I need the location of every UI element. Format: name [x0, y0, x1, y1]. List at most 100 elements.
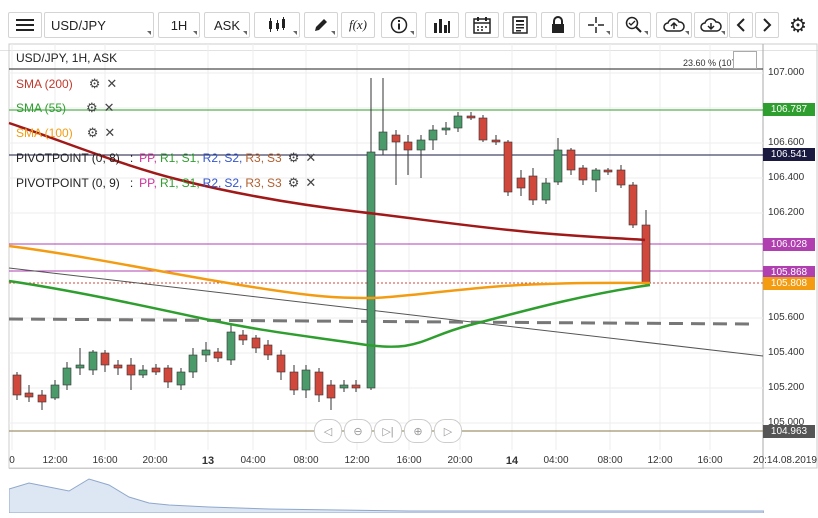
calendar-button[interactable]	[465, 12, 499, 38]
draw-button[interactable]	[304, 12, 338, 38]
candle[interactable]	[578, 167, 588, 181]
candle[interactable]	[138, 369, 148, 376]
price-tag: 106.028	[763, 238, 815, 251]
gear-icon[interactable]: ⚙	[287, 150, 300, 165]
navigator[interactable]	[8, 468, 765, 514]
candle[interactable]	[326, 384, 336, 399]
candle[interactable]	[314, 371, 324, 396]
candle[interactable]	[88, 351, 98, 371]
candle[interactable]	[553, 149, 563, 183]
grid	[9, 44, 763, 450]
timeframe-select[interactable]: 1H	[158, 12, 200, 38]
candle[interactable]	[24, 392, 34, 398]
candle[interactable]	[628, 184, 638, 226]
scroll-left-button[interactable]	[729, 12, 753, 38]
legend-sma55: SMA (55) ⚙ ✕	[16, 100, 115, 116]
symbol-label: USD/JPY	[51, 17, 106, 33]
candle[interactable]	[391, 134, 401, 143]
candle[interactable]	[466, 115, 476, 119]
close-icon[interactable]: ✕	[106, 76, 118, 91]
expand-button[interactable]	[733, 51, 757, 69]
caret-icon	[193, 31, 197, 35]
candle[interactable]	[366, 151, 376, 389]
candle[interactable]	[176, 371, 186, 386]
candle[interactable]	[403, 141, 413, 151]
candle[interactable]	[478, 117, 488, 141]
candle[interactable]	[351, 384, 361, 389]
indicators-button[interactable]: f(x)	[341, 12, 375, 38]
candle[interactable]	[516, 177, 526, 189]
candle[interactable]	[263, 344, 273, 356]
price-type-select[interactable]: ASK	[204, 12, 250, 38]
candle[interactable]	[12, 374, 22, 396]
gear-icon[interactable]: ⚙	[287, 175, 300, 190]
candle[interactable]	[151, 367, 161, 373]
candle[interactable]	[62, 367, 72, 386]
candle[interactable]	[416, 139, 426, 151]
volume-button[interactable]	[425, 12, 459, 38]
candle[interactable]	[541, 182, 551, 201]
candle[interactable]	[113, 364, 123, 369]
pivot-level-s2: S2,	[224, 151, 243, 165]
close-icon[interactable]: ✕	[104, 125, 116, 140]
pivot-level-r2: R2,	[202, 176, 222, 190]
candle[interactable]	[163, 367, 173, 383]
candle[interactable]	[428, 129, 438, 141]
candlestick-icon	[269, 17, 285, 32]
candle[interactable]	[441, 127, 451, 131]
candle[interactable]	[126, 364, 136, 376]
candle[interactable]	[566, 149, 576, 171]
candle[interactable]	[37, 394, 47, 403]
reset-icon[interactable]: ▷|	[374, 419, 402, 443]
close-icon[interactable]: ✕	[305, 175, 317, 190]
candle[interactable]	[188, 354, 198, 373]
price-tick: 105.400	[768, 347, 805, 358]
settings-button[interactable]: ⚙	[784, 12, 812, 38]
candle[interactable]	[226, 331, 236, 361]
prev-icon[interactable]: ◁	[314, 419, 342, 443]
candle[interactable]	[50, 384, 60, 399]
zoom-button[interactable]	[617, 12, 651, 38]
lock-button[interactable]	[541, 12, 575, 38]
info-button[interactable]	[381, 12, 417, 38]
candle[interactable]	[201, 349, 211, 356]
close-icon[interactable]: ✕	[103, 100, 115, 115]
candle[interactable]	[289, 371, 299, 391]
next-icon[interactable]: ▷	[434, 419, 462, 443]
candle[interactable]	[213, 351, 223, 359]
candle[interactable]	[276, 354, 286, 373]
scroll-right-button[interactable]	[755, 12, 779, 38]
candle[interactable]	[641, 224, 651, 284]
zoom-in-icon[interactable]: ⊕	[404, 419, 432, 443]
gear-icon[interactable]: ⚙	[88, 76, 101, 91]
candle[interactable]	[251, 337, 261, 349]
candle[interactable]	[503, 141, 513, 193]
crosshair-button[interactable]	[579, 12, 613, 38]
candle[interactable]	[238, 334, 248, 341]
candle[interactable]	[378, 131, 388, 151]
zoom-out-icon[interactable]: ⊖	[344, 419, 372, 443]
candle[interactable]	[528, 175, 538, 201]
candle[interactable]	[453, 115, 463, 129]
gear-icon[interactable]: ⚙	[86, 125, 99, 140]
chart-type-button[interactable]	[254, 12, 300, 38]
candle[interactable]	[591, 169, 601, 181]
upload-button[interactable]	[656, 12, 692, 38]
download-button[interactable]	[694, 12, 728, 38]
symbol-select[interactable]: USD/JPY	[44, 12, 154, 38]
price-tag: 104.963	[763, 425, 815, 438]
candle[interactable]	[491, 139, 501, 143]
candle[interactable]	[75, 364, 85, 369]
gear-icon[interactable]: ⚙	[86, 100, 98, 115]
legend-sma200: SMA (200) ⚙ ✕	[16, 76, 117, 92]
close-icon[interactable]: ✕	[305, 150, 317, 165]
candle[interactable]	[616, 169, 626, 186]
candle[interactable]	[339, 384, 349, 389]
candle[interactable]	[603, 169, 613, 173]
legend-label: PIVOTPOINT (0, 8)	[16, 151, 120, 165]
candle[interactable]	[100, 352, 110, 366]
candle[interactable]	[301, 369, 311, 391]
document-button[interactable]	[503, 12, 537, 38]
menu-button[interactable]	[8, 12, 42, 38]
